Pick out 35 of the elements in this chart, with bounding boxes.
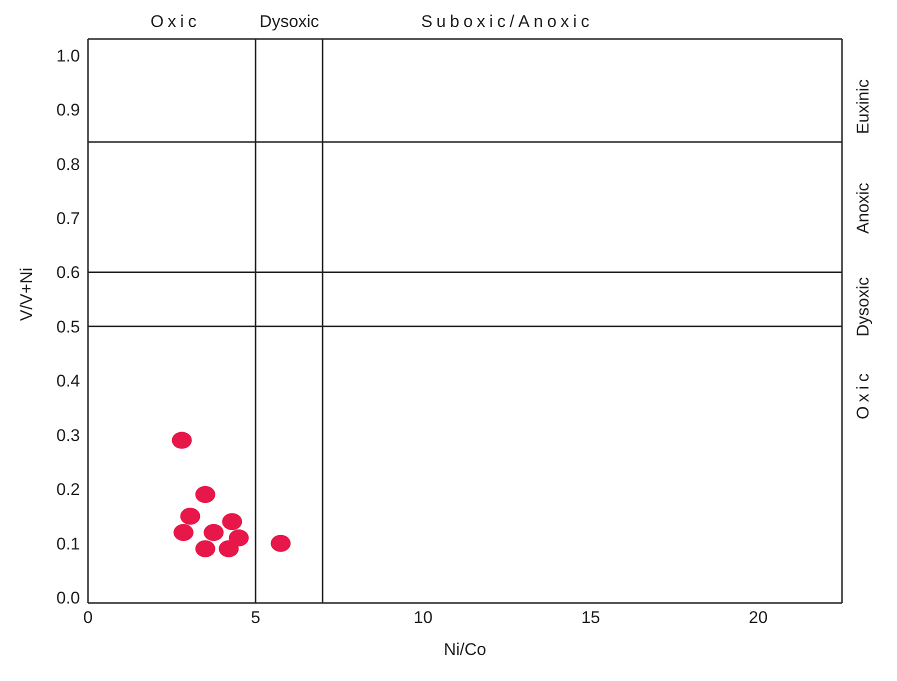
y-tick-label: 0.0: [56, 588, 80, 608]
point: [270, 534, 291, 552]
y-tick-label: 0.6: [56, 263, 80, 282]
point: [174, 524, 194, 541]
point: [228, 529, 249, 546]
y-tick-label: 0.4: [56, 372, 80, 391]
point: [204, 524, 224, 541]
text: Oxic: [853, 369, 872, 420]
y-tick-label: 0.8: [56, 154, 80, 174]
y-tick-label: 0.1: [56, 534, 80, 554]
y-tick-label: 1.0: [56, 46, 80, 66]
text: Suboxic/Anoxic: [421, 12, 594, 31]
point: [180, 508, 200, 525]
point: [222, 513, 242, 530]
text: Dysoxic: [853, 276, 872, 337]
x-tick-label: 0: [83, 608, 93, 628]
x-axis-title: Ni/Co: [444, 640, 486, 659]
x-tick-label: 15: [581, 608, 600, 628]
point: [218, 540, 239, 558]
x-tick-label: 20: [748, 608, 768, 628]
text: Oxic: [150, 12, 200, 31]
point: [195, 486, 216, 504]
text: Dysoxic: [260, 12, 320, 31]
x-tick-label: 10: [414, 608, 433, 628]
point: [195, 540, 216, 558]
y-tick-label: 0.2: [56, 480, 80, 500]
y-tick-label: 0.9: [56, 100, 80, 120]
y-tick-label: 0.3: [56, 426, 80, 445]
y-tick-label: 0.5: [56, 317, 80, 336]
text: Euxinic: [853, 78, 872, 134]
point: [172, 432, 192, 449]
x-tick-label: 5: [250, 608, 260, 628]
y-tick-label: 0.7: [56, 208, 80, 228]
y-axis-title: V/V+Ni: [17, 268, 36, 321]
text: Anoxic: [853, 182, 872, 234]
